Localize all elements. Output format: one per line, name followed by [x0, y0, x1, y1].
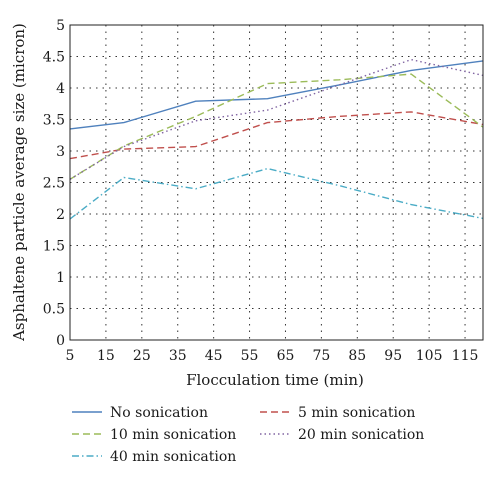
y-tick-label: 0	[56, 333, 65, 349]
x-tick-label: 55	[241, 348, 259, 364]
legend-label: No sonication	[110, 405, 208, 421]
x-tick-label: 75	[312, 348, 330, 364]
x-tick-label: 105	[416, 348, 443, 364]
legend-label: 20 min sonication	[298, 427, 424, 443]
x-tick-label: 45	[205, 348, 223, 364]
x-tick-label: 25	[133, 348, 151, 364]
plot-frame	[69, 24, 484, 341]
x-tick-label: 115	[452, 348, 479, 364]
series-line-3	[69, 73, 484, 180]
legend-label: 10 min sonication	[110, 427, 236, 443]
x-tick-label: 5	[66, 348, 75, 364]
series-line-1	[69, 60, 484, 130]
x-axis-title: Flocculation time (min)	[186, 371, 364, 389]
y-tick-label: 4	[56, 81, 65, 97]
y-tick-label: 1	[56, 270, 65, 286]
x-tick-label: 85	[348, 348, 366, 364]
series-line-4	[69, 58, 484, 180]
y-tick-label: 5	[56, 18, 65, 34]
x-tick-labels: 5 15 25 35 45 55 65 75 85 95 105 115	[66, 348, 479, 364]
y-tick-label: 0.5	[43, 302, 65, 318]
x-tick-label: 65	[277, 348, 295, 364]
y-axis-title: Asphaltene particle average size (micron…	[10, 23, 28, 342]
series-line-5	[69, 167, 484, 220]
legend-label: 5 min sonication	[298, 405, 415, 421]
y-tick-label: 3.5	[43, 113, 65, 129]
y-tick-labels: 0 0.5 1 1.5 2 2.5 3 3.5 4 4.5 5	[43, 18, 65, 349]
y-tick-label: 2.5	[43, 176, 65, 192]
x-tick-label: 95	[384, 348, 402, 364]
y-tick-label: 4.5	[43, 50, 65, 66]
axes	[69, 24, 484, 341]
series-lines	[69, 58, 484, 220]
grid	[70, 25, 483, 340]
x-tick-label: 35	[169, 348, 187, 364]
y-tick-label: 2	[56, 207, 65, 223]
x-tick-label: 15	[97, 348, 115, 364]
series-line-2	[69, 111, 484, 160]
y-tick-label: 3	[56, 144, 65, 160]
legend-label: 40 min sonication	[110, 449, 236, 465]
legend: No sonication 5 min sonication 10 min soni…	[72, 405, 424, 465]
y-tick-label: 1.5	[43, 239, 65, 255]
